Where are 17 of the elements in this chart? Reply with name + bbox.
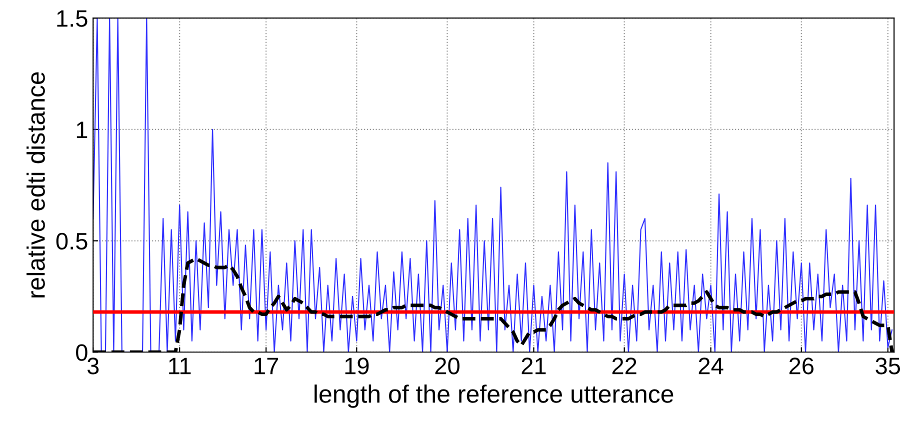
line-series [93,18,893,352]
y-axis-title: relative edti distance [26,72,45,298]
y-tick-label: 1 [76,122,88,138]
x-tick-label: 20 [435,358,460,374]
y-tick-label: 1.5 [57,10,88,27]
x-tick-label: 24 [698,358,724,374]
x-tick-label: 26 [789,358,814,374]
x-tick-label: 21 [522,358,546,374]
x-tick-label: 17 [254,358,278,374]
x-axis-title: length of the reference utterance [314,384,674,408]
x-tick-label: 19 [345,358,369,374]
y-tick-label: 0.5 [56,232,88,250]
x-tick-label: 11 [169,358,191,374]
x-tick-label: 3 [87,358,99,374]
x-tick-label: 35 [876,358,900,374]
x-tick-label: 22 [612,358,636,374]
y-tick-label: 0 [76,344,88,361]
